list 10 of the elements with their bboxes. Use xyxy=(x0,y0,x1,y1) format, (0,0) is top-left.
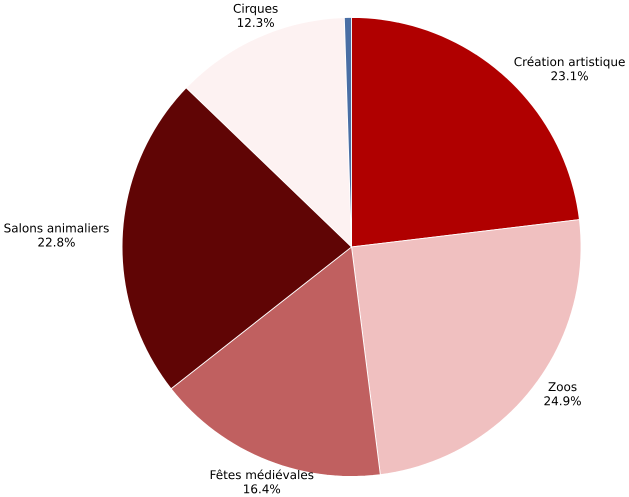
slice-label: Fêtes médiévales xyxy=(210,469,314,480)
data-label: 24.9% xyxy=(544,396,581,406)
slice-label: Création artistique xyxy=(514,56,625,69)
data-label: 23.1% xyxy=(551,71,588,80)
slice-label: Zoos xyxy=(548,382,577,392)
slice-label: Cirques xyxy=(234,4,278,16)
data-label: 16.4% xyxy=(244,484,280,494)
data-label: 22.8% xyxy=(38,238,75,247)
data-label: 12.3% xyxy=(238,18,274,28)
slice-label: Salons animaliers xyxy=(4,223,109,233)
